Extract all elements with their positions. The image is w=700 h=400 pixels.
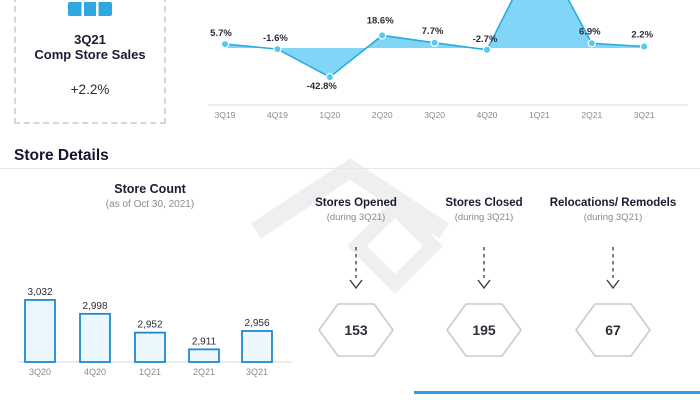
down-arrow-icon bbox=[290, 245, 422, 293]
comp-store-sales-chart: 5.7% -1.6% -42.8% 18.6% 7.7% -2.7% 6.9% 2.2% 3Q1… bbox=[208, 0, 688, 120]
down-arrow-icon bbox=[418, 245, 550, 293]
stat-title: Relocations/ Remodels bbox=[549, 197, 677, 209]
svg-text:1Q21: 1Q21 bbox=[529, 110, 550, 120]
hexagon-outline-icon bbox=[446, 303, 522, 357]
svg-text:4Q19: 4Q19 bbox=[267, 110, 288, 120]
stat-value: 67 bbox=[605, 322, 621, 338]
store-count-title: Store Count bbox=[114, 182, 186, 196]
watermark-logo bbox=[251, 158, 449, 293]
svg-text:2,956: 2,956 bbox=[244, 318, 269, 329]
svg-text:7.7%: 7.7% bbox=[422, 26, 444, 37]
svg-text:5.7%: 5.7% bbox=[210, 28, 232, 39]
comp-sales-summary-card: 3Q21 Comp Store Sales +2.2% bbox=[14, 0, 166, 124]
svg-text:4Q20: 4Q20 bbox=[84, 367, 106, 377]
svg-text:2Q21: 2Q21 bbox=[581, 110, 602, 120]
svg-text:4Q20: 4Q20 bbox=[477, 110, 498, 120]
hexagon-badge: 153 bbox=[317, 301, 395, 359]
svg-text:3,032: 3,032 bbox=[27, 287, 52, 298]
hexagon-outline-icon bbox=[575, 303, 651, 357]
svg-text:1Q20: 1Q20 bbox=[319, 110, 340, 120]
svg-text:18.6%: 18.6% bbox=[367, 15, 394, 26]
summary-title: Comp Store Sales bbox=[34, 46, 146, 62]
summary-value: +2.2% bbox=[70, 81, 110, 97]
svg-text:2,952: 2,952 bbox=[137, 320, 162, 331]
svg-text:3Q19: 3Q19 bbox=[215, 110, 236, 120]
bottom-divider bbox=[414, 391, 700, 394]
store-icon bbox=[16, 2, 164, 18]
svg-text:3Q21: 3Q21 bbox=[246, 367, 268, 377]
store-count-chart: 3,032 3Q20 2,998 4Q20 2,952 1Q21 2,911 2Q21 2,95… bbox=[18, 287, 292, 377]
stat-value: 195 bbox=[472, 322, 496, 338]
section-title: Store Details bbox=[14, 147, 109, 164]
hexagon-badge: 67 bbox=[574, 301, 652, 359]
svg-text:2Q20: 2Q20 bbox=[372, 110, 393, 120]
stat-relocations-remodels: Relocations/ Remodels (during 3Q21) 67 bbox=[547, 197, 679, 359]
svg-text:6.9%: 6.9% bbox=[579, 26, 601, 37]
svg-text:-2.7%: -2.7% bbox=[473, 34, 498, 45]
stat-stores-closed: Stores Closed (during 3Q21) 195 bbox=[418, 197, 550, 359]
stat-subtitle: (during 3Q21) bbox=[454, 212, 514, 223]
stat-subtitle: (during 3Q21) bbox=[326, 212, 386, 223]
down-arrow-icon bbox=[547, 245, 679, 293]
svg-text:2,911: 2,911 bbox=[192, 336, 217, 347]
section-divider bbox=[0, 168, 700, 169]
stat-title: Stores Opened bbox=[315, 197, 397, 209]
hexagon-outline-icon bbox=[318, 303, 394, 357]
stat-stores-opened: Stores Opened (during 3Q21) 153 bbox=[290, 197, 422, 359]
stat-subtitle: (during 3Q21) bbox=[583, 212, 643, 223]
stat-value: 153 bbox=[344, 322, 368, 338]
svg-text:2.2%: 2.2% bbox=[631, 30, 653, 41]
svg-text:1Q21: 1Q21 bbox=[139, 367, 161, 377]
stat-title: Stores Closed bbox=[445, 197, 523, 209]
svg-text:-1.6%: -1.6% bbox=[263, 33, 288, 44]
hexagon-badge: 195 bbox=[445, 301, 523, 359]
svg-text:-42.8%: -42.8% bbox=[307, 81, 338, 92]
svg-text:3Q20: 3Q20 bbox=[424, 110, 445, 120]
summary-quarter: 3Q21 bbox=[74, 32, 106, 47]
store-count-subtitle: (as of Oct 30, 2021) bbox=[105, 199, 195, 210]
svg-text:3Q20: 3Q20 bbox=[29, 367, 51, 377]
svg-text:2Q21: 2Q21 bbox=[193, 367, 215, 377]
svg-text:3Q21: 3Q21 bbox=[634, 110, 655, 120]
svg-text:2,998: 2,998 bbox=[82, 301, 107, 312]
